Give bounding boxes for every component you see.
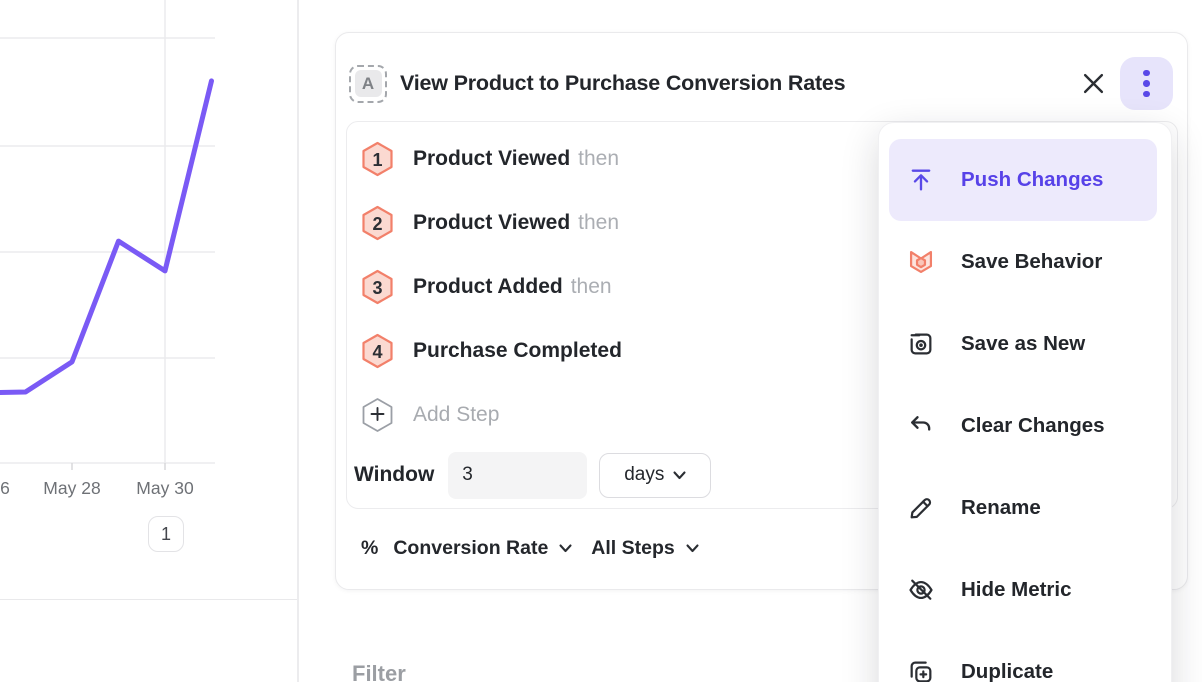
save-behavior-icon <box>906 247 936 277</box>
window-unit-dropdown[interactable]: days <box>599 452 712 498</box>
funnel-step-row[interactable]: 3 Product Added then <box>361 255 1177 319</box>
x-tick-label: May 28 <box>43 478 101 498</box>
push-changes-icon <box>906 165 936 195</box>
duplicate-icon <box>906 657 936 682</box>
step-connector: then <box>578 147 620 170</box>
funnel-steps-card: 1 Product Viewed then 2 Product Viewed t… <box>346 121 1178 509</box>
window-value-input[interactable] <box>448 451 588 499</box>
funnel-chart-panel: 6 May 28 May 30 1 <box>0 0 298 682</box>
percent-symbol: % <box>361 537 379 559</box>
x-tick-label: 6 <box>0 478 10 498</box>
svg-text:4: 4 <box>372 342 382 362</box>
funnel-step-row[interactable]: 4 Purchase Completed <box>361 319 1177 383</box>
svg-text:2: 2 <box>372 214 382 234</box>
metric-type-row: % Conversion Rate All Steps <box>361 537 699 560</box>
conversion-chart <box>0 0 215 470</box>
add-step-button[interactable]: Add Step <box>361 383 1177 447</box>
step-number-hexagon-icon: 4 <box>362 333 393 369</box>
funnel-step-row[interactable]: 1 Product Viewed then <box>361 127 1177 191</box>
add-step-label: Add Step <box>413 403 500 426</box>
metric-card-header: A View Product to Purchase Conversion Ra… <box>349 57 1173 110</box>
close-button[interactable] <box>1076 67 1110 101</box>
metric-scope-dropdown[interactable]: All Steps <box>591 537 699 560</box>
clear-changes-icon <box>906 411 936 441</box>
chevron-down-icon <box>559 544 572 553</box>
close-icon <box>1083 73 1103 94</box>
pagination-page-button[interactable]: 1 <box>148 516 184 552</box>
step-event-name: Product Added <box>413 275 563 298</box>
funnel-step-row[interactable]: 2 Product Viewed then <box>361 191 1177 255</box>
rename-icon <box>906 493 936 523</box>
metric-context-menu: Push Changes Save Behavior Save as N <box>878 122 1172 682</box>
svg-text:3: 3 <box>372 278 382 298</box>
step-number-hexagon-icon: 1 <box>362 141 393 177</box>
save-as-new-icon <box>906 329 936 359</box>
menu-item-push-changes[interactable]: Push Changes <box>889 139 1157 221</box>
menu-item-clear-changes[interactable]: Clear Changes <box>889 385 1157 467</box>
more-options-button[interactable] <box>1120 57 1173 110</box>
x-axis-labels: 6 May 28 May 30 <box>0 478 240 504</box>
kebab-icon <box>1143 69 1150 77</box>
metric-title: View Product to Purchase Conversion Rate… <box>400 71 846 95</box>
step-number-hexagon-icon: 3 <box>362 269 393 305</box>
menu-item-hide-metric[interactable]: Hide Metric <box>889 549 1157 631</box>
menu-item-save-behavior[interactable]: Save Behavior <box>889 221 1157 303</box>
window-label: Window <box>354 463 435 486</box>
metric-type-dropdown[interactable]: Conversion Rate <box>393 537 572 560</box>
step-number-hexagon-icon: 2 <box>362 205 393 241</box>
add-step-plus-hexagon-icon <box>362 398 393 432</box>
step-event-name: Purchase Completed <box>413 339 622 362</box>
step-connector: then <box>570 275 612 298</box>
svg-text:1: 1 <box>372 150 382 170</box>
chevron-down-icon <box>686 544 699 553</box>
menu-item-save-as-new[interactable]: Save as New <box>889 303 1157 385</box>
conversion-line-series <box>0 78 214 395</box>
step-event-name: Product Viewed <box>413 147 571 170</box>
chevron-down-icon <box>673 470 686 479</box>
metric-letter-label: A <box>354 70 382 97</box>
step-connector: then <box>578 211 620 234</box>
x-tick-label: May 30 <box>136 478 194 498</box>
metric-type-label: Conversion Rate <box>393 537 549 559</box>
chart-gridlines <box>0 0 215 464</box>
filter-section-heading: Filter <box>352 661 406 682</box>
menu-item-duplicate[interactable]: Duplicate <box>889 631 1157 682</box>
conversion-window-row: Window days <box>354 447 1177 503</box>
step-event-name: Product Viewed <box>413 211 571 234</box>
panel-divider <box>297 0 299 682</box>
window-unit-value: days <box>624 464 665 485</box>
metric-scope-label: All Steps <box>591 537 675 559</box>
hide-metric-icon <box>906 575 936 605</box>
menu-item-rename[interactable]: Rename <box>889 467 1157 549</box>
axis-ticks <box>71 463 166 470</box>
metric-letter-badge[interactable]: A <box>349 64 387 103</box>
chart-card-bottom-border <box>0 599 297 600</box>
